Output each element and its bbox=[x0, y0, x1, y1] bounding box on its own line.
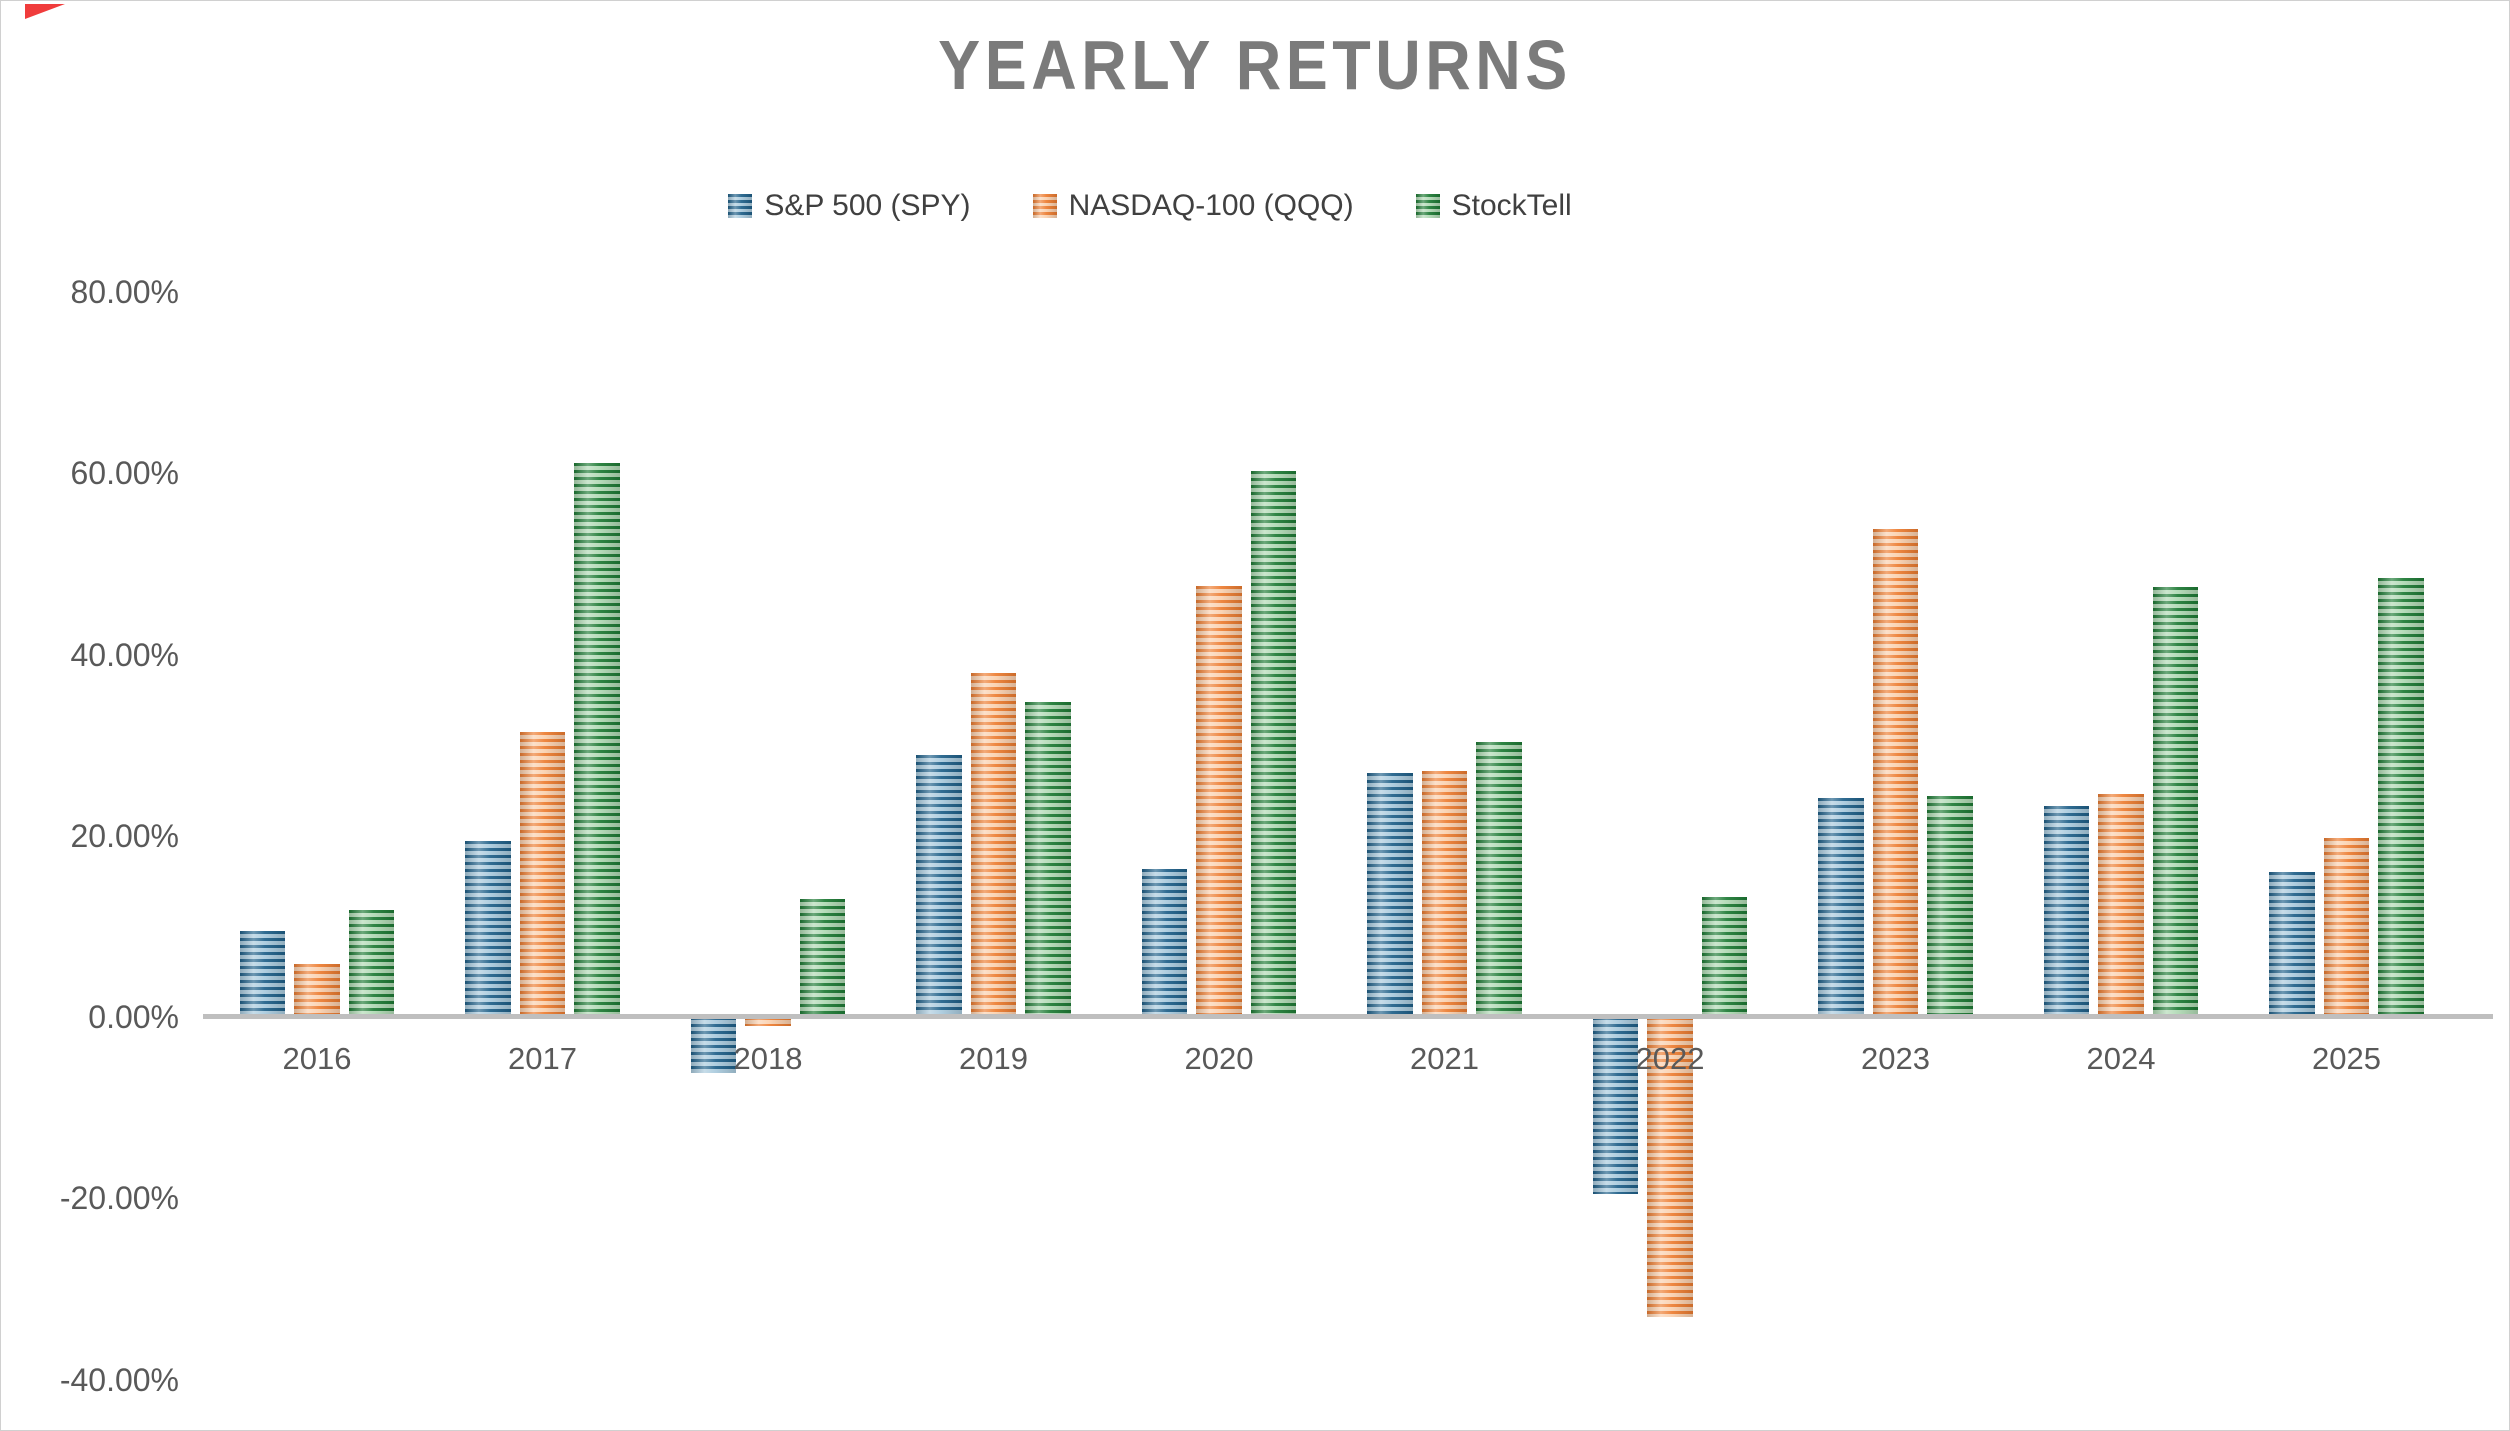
bar-stocktell-2018 bbox=[799, 899, 845, 1017]
x-axis-label-2016: 2016 bbox=[282, 1041, 352, 1076]
legend-label: NASDAQ-100 (QQQ) bbox=[1068, 189, 1354, 222]
bar-stocktell-2016 bbox=[348, 910, 394, 1017]
chart-title: YEARLY RETURNS bbox=[938, 26, 1572, 104]
bar-spy-2021 bbox=[1367, 773, 1413, 1017]
bar-qqq-2018 bbox=[745, 1017, 791, 1027]
bar-qqq-2025 bbox=[2323, 838, 2369, 1017]
legend-swatch-qqq bbox=[1032, 194, 1057, 218]
bar-qqq-2024 bbox=[2098, 794, 2144, 1017]
legend-swatch-stocktell bbox=[1415, 194, 1440, 218]
y-axis-tick-label: 20.00% bbox=[70, 817, 179, 854]
x-axis-label-2025: 2025 bbox=[2312, 1041, 2381, 1076]
corner-artifact-mark bbox=[25, 4, 65, 19]
y-axis-tick-label: 80.00% bbox=[70, 274, 179, 310]
bar-stocktell-2020 bbox=[1250, 470, 1296, 1017]
bar-stocktell-2024 bbox=[2152, 587, 2198, 1017]
x-axis-label-2022: 2022 bbox=[1635, 1041, 1705, 1076]
y-axis-tick-label: 0.00% bbox=[88, 999, 179, 1035]
x-axis-label-2017: 2017 bbox=[508, 1041, 577, 1076]
legend-item: NASDAQ-100 (QQQ) bbox=[1032, 189, 1354, 223]
bar-spy-2023 bbox=[1818, 797, 1864, 1017]
bar-qqq-2016 bbox=[294, 963, 340, 1017]
x-axis-label-2020: 2020 bbox=[1184, 1041, 1254, 1076]
bar-stocktell-2022 bbox=[1701, 897, 1747, 1017]
bar-qqq-2023 bbox=[1872, 529, 1918, 1017]
bar-qqq-2020 bbox=[1196, 585, 1242, 1017]
legend-label: StockTell bbox=[1451, 189, 1572, 222]
x-axis-label-2024: 2024 bbox=[2086, 1041, 2156, 1076]
bar-qqq-2021 bbox=[1421, 770, 1467, 1017]
chart-legend: S&P 500 (SPY) NASDAQ-100 (QQQ) StockTell bbox=[1, 189, 2509, 223]
bar-qqq-2019 bbox=[970, 672, 1016, 1017]
bar-spy-2019 bbox=[916, 755, 962, 1017]
bar-spy-2025 bbox=[2269, 872, 2315, 1017]
legend-item: StockTell bbox=[1415, 189, 1572, 223]
y-axis-tick-label: 60.00% bbox=[70, 455, 179, 492]
bar-stocktell-2025 bbox=[2378, 578, 2424, 1017]
y-axis-tick-label: -20.00% bbox=[59, 1180, 179, 1217]
bar-stocktell-2019 bbox=[1025, 701, 1071, 1017]
y-axis-tick-label: -40.00% bbox=[59, 1361, 179, 1398]
x-axis-line bbox=[203, 1014, 2493, 1019]
y-axis-tick-label: 40.00% bbox=[70, 636, 179, 673]
legend-item: S&P 500 (SPY) bbox=[728, 189, 971, 223]
bar-spy-2020 bbox=[1141, 869, 1187, 1017]
x-axis-label-2018: 2018 bbox=[733, 1041, 803, 1076]
bar-stocktell-2021 bbox=[1476, 742, 1522, 1017]
bar-spy-2016 bbox=[239, 930, 285, 1017]
bar-spy-2017 bbox=[465, 841, 511, 1017]
x-axis-label-2023: 2023 bbox=[1861, 1041, 1930, 1076]
bar-qqq-2022 bbox=[1647, 1017, 1693, 1317]
x-axis-label-2021: 2021 bbox=[1410, 1041, 1479, 1076]
bar-spy-2018 bbox=[690, 1017, 736, 1074]
bar-stocktell-2023 bbox=[1927, 795, 1973, 1017]
bar-stocktell-2017 bbox=[574, 463, 620, 1017]
legend-swatch-spy bbox=[728, 194, 753, 218]
x-axis-label-2019: 2019 bbox=[959, 1041, 1028, 1076]
legend-label: S&P 500 (SPY) bbox=[764, 189, 971, 222]
bar-qqq-2017 bbox=[519, 731, 565, 1017]
bar-spy-2024 bbox=[2043, 805, 2089, 1017]
bar-spy-2022 bbox=[1592, 1017, 1638, 1194]
